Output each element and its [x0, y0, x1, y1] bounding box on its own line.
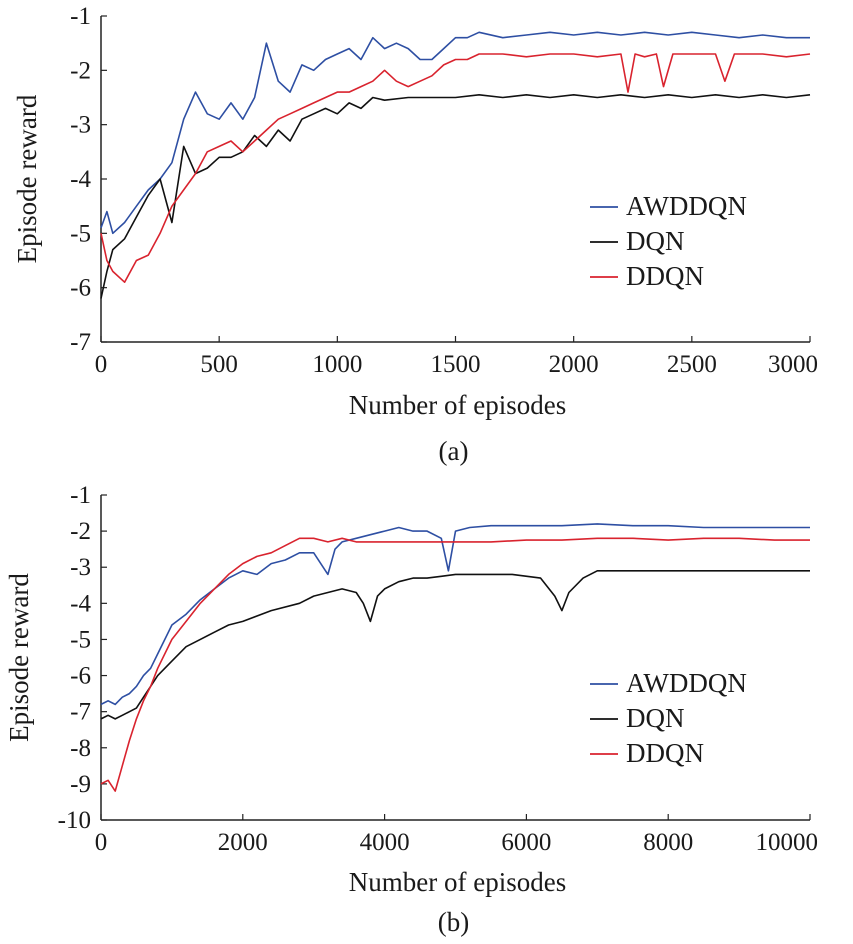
x-tick-label: 0 — [95, 351, 108, 378]
y-tick-label: -6 — [70, 663, 91, 690]
y-tick-label: -3 — [70, 554, 91, 581]
x-tick-label: 2500 — [667, 351, 717, 378]
y-tick-label: -8 — [70, 735, 91, 762]
legend-label-awddqn: AWDDQN — [626, 191, 747, 221]
y-tick-label: -6 — [70, 275, 91, 302]
panel-label: (a) — [439, 436, 469, 466]
y-tick-label: -10 — [58, 807, 91, 834]
y-tick-label: -9 — [70, 771, 91, 798]
series-line-awddqn — [100, 523, 810, 706]
chart-panel-0: -1 -2 -3 -4 -5 -6 -70 500 1000 1500 2000 2500 3000 AW… — [12, 3, 818, 466]
y-tick-label: -3 — [70, 112, 91, 139]
x-tick-label: 1000 — [312, 351, 362, 378]
series-line-awddqn — [100, 31, 810, 235]
y-axis-title: Episode reward — [4, 573, 34, 742]
x-tick-label: 2000 — [218, 829, 268, 856]
legend-label-ddqn: DDQN — [626, 738, 704, 768]
x-tick-label: 0 — [95, 829, 108, 856]
y-tick-label: -7 — [70, 329, 91, 356]
x-tick-label: 6000 — [501, 829, 551, 856]
x-axis-title: Number of episodes — [349, 390, 566, 420]
x-tick-label: 8000 — [643, 829, 693, 856]
x-tick-label: 500 — [200, 351, 238, 378]
x-tick-label: 4000 — [360, 829, 410, 856]
x-axis-title: Number of episodes — [349, 867, 566, 897]
legend-label-awddqn: AWDDQN — [626, 668, 747, 698]
x-tick-label: 10000 — [756, 829, 819, 856]
y-tick-label: -2 — [70, 57, 91, 84]
x-tick-label: 3000 — [768, 351, 818, 378]
y-tick-label: -5 — [70, 626, 91, 653]
chart-panel-1: -1 -2 -3 -4 -5 -6 -7 -8 -9 -100 2000 4000 6000 8000 10… — [4, 482, 818, 937]
y-tick-label: -5 — [70, 220, 91, 247]
legend-label-dqn: DQN — [626, 226, 685, 256]
y-tick-label: -1 — [70, 3, 91, 30]
legend-label-ddqn: DDQN — [626, 261, 704, 291]
y-axis-title: Episode reward — [12, 94, 42, 263]
legend-label-dqn: DQN — [626, 703, 685, 733]
y-tick-label: -2 — [70, 518, 91, 545]
series-line-ddqn — [100, 537, 810, 792]
y-tick-label: -4 — [70, 166, 91, 193]
y-tick-label: -7 — [70, 699, 91, 726]
panel-label: (b) — [438, 907, 469, 937]
y-tick-label: -4 — [70, 590, 91, 617]
y-tick-label: -1 — [70, 482, 91, 509]
series-line-ddqn — [100, 53, 811, 284]
x-tick-label: 1500 — [431, 351, 481, 378]
x-tick-label: 2000 — [549, 351, 599, 378]
series-line-dqn — [100, 94, 811, 299]
